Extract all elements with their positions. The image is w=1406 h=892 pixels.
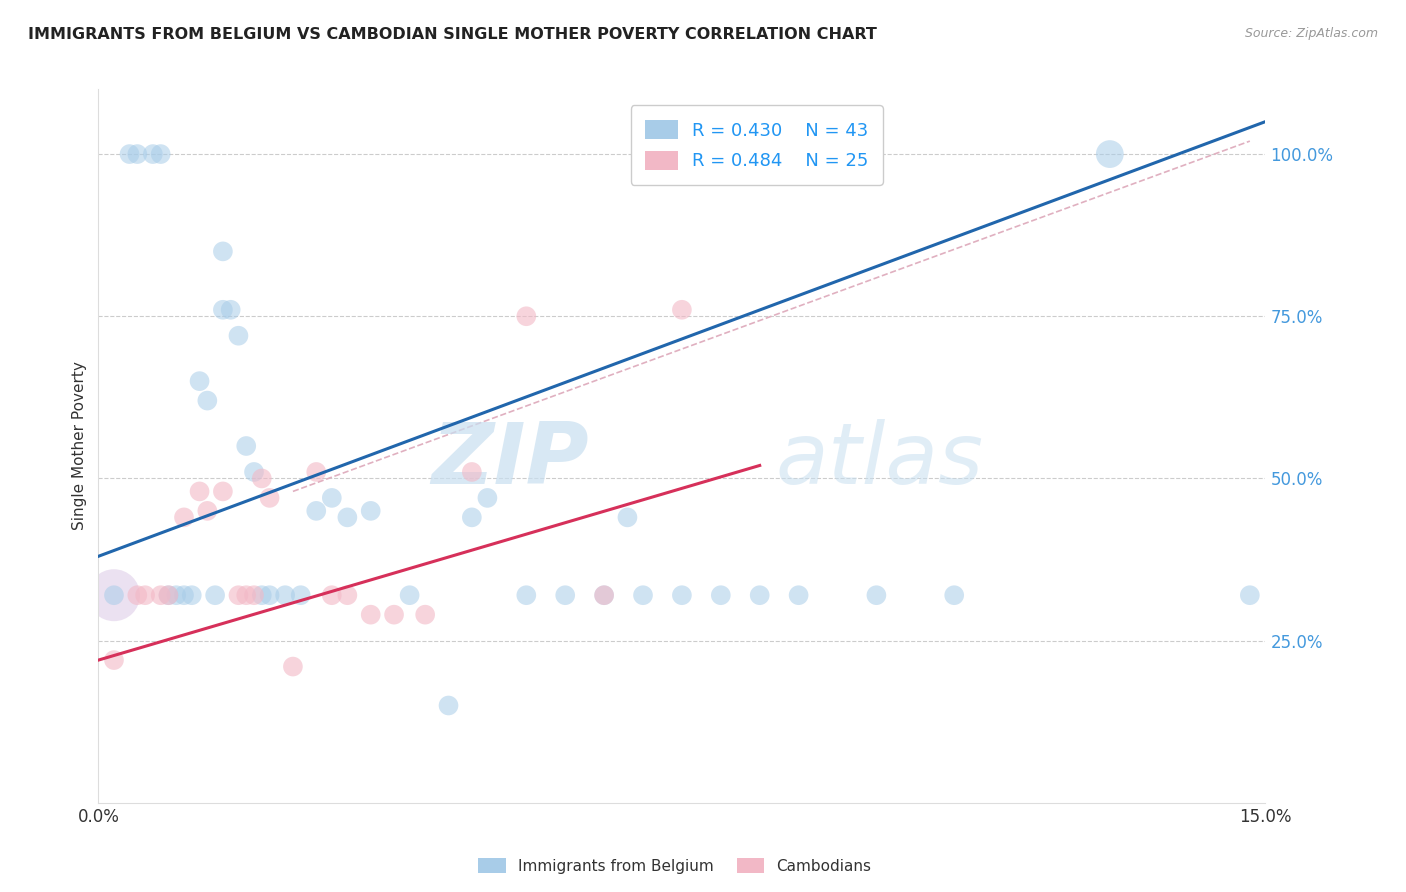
Point bbox=[188, 484, 211, 499]
Point bbox=[243, 465, 266, 479]
Y-axis label: Single Mother Poverty: Single Mother Poverty bbox=[72, 361, 87, 531]
Point bbox=[305, 504, 328, 518]
Point bbox=[149, 147, 172, 161]
Point bbox=[235, 439, 257, 453]
Point bbox=[554, 588, 576, 602]
Point bbox=[103, 588, 125, 602]
Point bbox=[235, 588, 257, 602]
Text: IMMIGRANTS FROM BELGIUM VS CAMBODIAN SINGLE MOTHER POVERTY CORRELATION CHART: IMMIGRANTS FROM BELGIUM VS CAMBODIAN SIN… bbox=[28, 27, 877, 42]
Point bbox=[290, 588, 312, 602]
Point bbox=[336, 510, 359, 524]
Point bbox=[305, 465, 328, 479]
Point bbox=[321, 588, 343, 602]
Point bbox=[515, 310, 537, 324]
Point bbox=[204, 588, 226, 602]
Point bbox=[173, 510, 195, 524]
Text: Source: ZipAtlas.com: Source: ZipAtlas.com bbox=[1244, 27, 1378, 40]
Point bbox=[461, 465, 484, 479]
Point bbox=[180, 588, 202, 602]
Point bbox=[212, 484, 235, 499]
Point bbox=[259, 491, 281, 505]
Point bbox=[118, 147, 141, 161]
Point bbox=[228, 588, 250, 602]
Point bbox=[593, 588, 616, 602]
Point bbox=[103, 653, 125, 667]
Point bbox=[321, 491, 343, 505]
Point bbox=[134, 588, 156, 602]
Point bbox=[437, 698, 460, 713]
Point bbox=[219, 302, 242, 317]
Point bbox=[515, 588, 537, 602]
Point bbox=[336, 588, 359, 602]
Point bbox=[142, 147, 165, 161]
Point bbox=[1239, 588, 1261, 602]
Point bbox=[748, 588, 770, 602]
Point bbox=[281, 659, 304, 673]
Point bbox=[616, 510, 638, 524]
Point bbox=[157, 588, 180, 602]
Point bbox=[212, 302, 235, 317]
Point bbox=[413, 607, 436, 622]
Point bbox=[593, 588, 616, 602]
Point bbox=[382, 607, 405, 622]
Point bbox=[943, 588, 966, 602]
Point bbox=[212, 244, 235, 259]
Point bbox=[631, 588, 654, 602]
Point bbox=[250, 471, 273, 485]
Point bbox=[1098, 147, 1121, 161]
Point bbox=[398, 588, 420, 602]
Point bbox=[259, 588, 281, 602]
Point bbox=[274, 588, 297, 602]
Point bbox=[671, 302, 693, 317]
Point bbox=[787, 588, 810, 602]
Point bbox=[173, 588, 195, 602]
Legend: Immigrants from Belgium, Cambodians: Immigrants from Belgium, Cambodians bbox=[472, 852, 877, 880]
Point bbox=[250, 588, 273, 602]
Point bbox=[188, 374, 211, 388]
Point bbox=[360, 607, 382, 622]
Point bbox=[360, 504, 382, 518]
Point bbox=[157, 588, 180, 602]
Point bbox=[477, 491, 499, 505]
Point bbox=[165, 588, 187, 602]
Legend: R = 0.430    N = 43, R = 0.484    N = 25: R = 0.430 N = 43, R = 0.484 N = 25 bbox=[631, 105, 883, 185]
Text: ZIP: ZIP bbox=[430, 418, 589, 502]
Point bbox=[461, 510, 484, 524]
Point bbox=[149, 588, 172, 602]
Point bbox=[195, 393, 218, 408]
Point bbox=[127, 588, 149, 602]
Point bbox=[127, 147, 149, 161]
Point bbox=[710, 588, 733, 602]
Point bbox=[195, 504, 218, 518]
Point bbox=[671, 588, 693, 602]
Point bbox=[865, 588, 887, 602]
Point bbox=[228, 328, 250, 343]
Point bbox=[243, 588, 266, 602]
Point bbox=[103, 588, 125, 602]
Text: atlas: atlas bbox=[775, 418, 983, 502]
